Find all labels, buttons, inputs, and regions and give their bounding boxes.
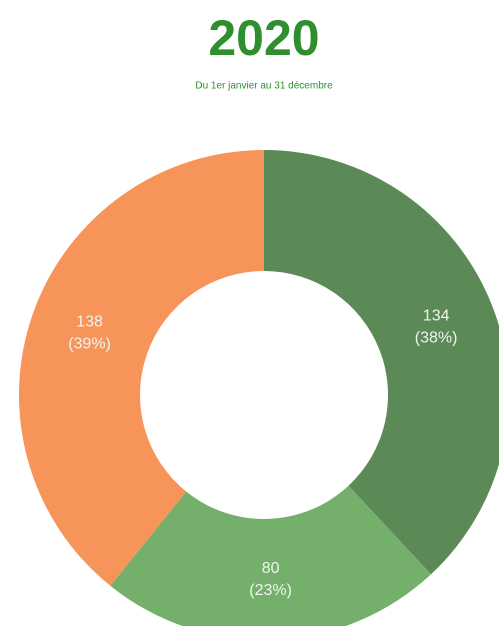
value-label: 80 xyxy=(262,560,280,577)
donut-slice xyxy=(110,485,431,626)
donut-slice xyxy=(264,150,499,575)
percent-label: (23%) xyxy=(249,582,292,599)
percent-label: (39%) xyxy=(68,336,111,353)
chart-title: 2020 xyxy=(208,10,319,66)
value-label: 134 xyxy=(423,307,450,324)
percent-label: (38%) xyxy=(415,329,458,346)
value-label: 138 xyxy=(76,314,103,331)
donut-slice xyxy=(19,150,265,586)
chart-subtitle: Du 1er janvier au 31 décembre xyxy=(195,81,333,92)
